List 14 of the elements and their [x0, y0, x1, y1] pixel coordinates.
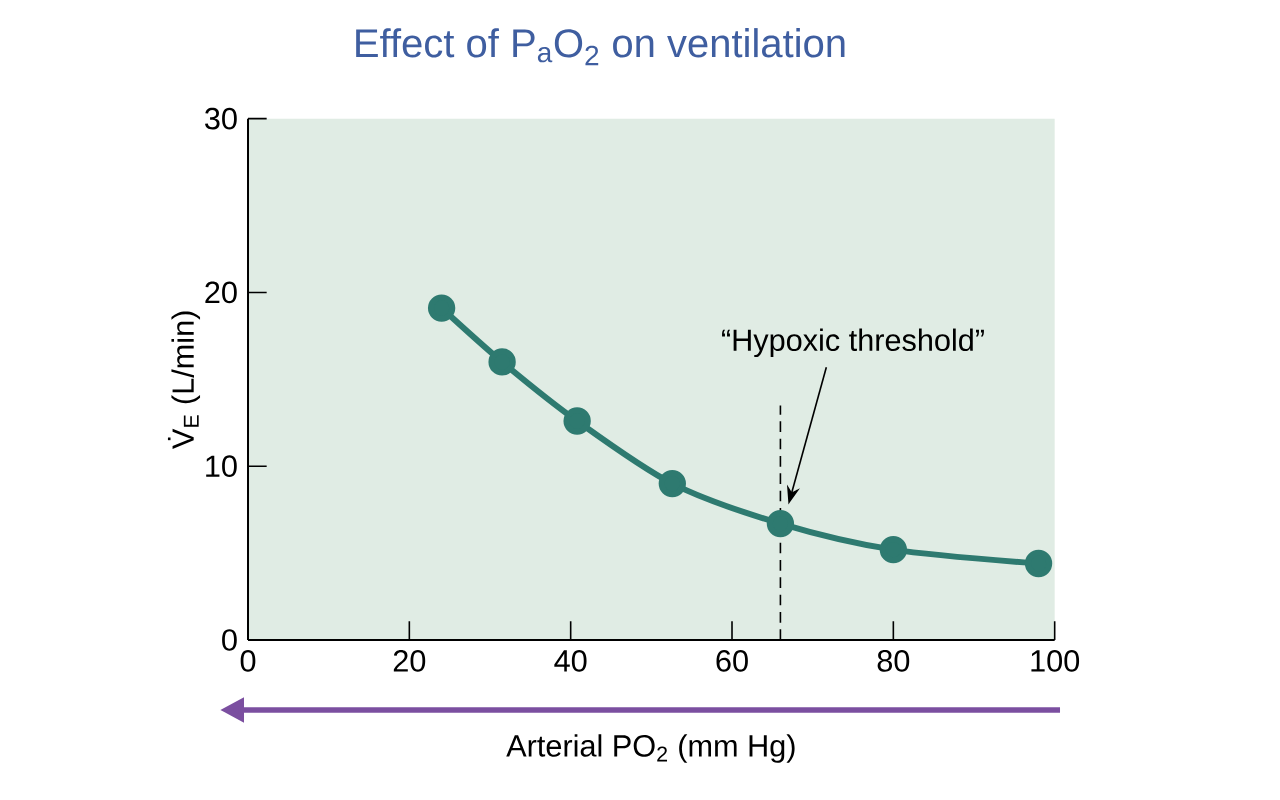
- x-tick-label: 20: [393, 650, 426, 672]
- annotation: “Hypoxic threshold”: [722, 328, 984, 358]
- x-tick-label: 0: [240, 650, 256, 672]
- x-tick-label: 40: [554, 650, 587, 672]
- y-tick-label: 20: [205, 281, 237, 304]
- x-tick-label: 100: [1031, 650, 1080, 672]
- y-axis-title: V̇$_{E}$ (L/min): [167, 311, 201, 449]
- x-axis-title: Arterial PO$_{2}$ (mm Hg): [506, 734, 795, 763]
- x-tick-label: 60: [716, 650, 748, 672]
- x-tick-label: 80: [877, 650, 910, 672]
- y-tick-label: 30: [205, 107, 237, 130]
- chart-title: Effect of P$_{a}$O$_{2}$ on ventilation: [356, 28, 845, 66]
- y-tick-label: 0: [222, 629, 237, 651]
- y-tick-label: 10: [206, 455, 237, 478]
